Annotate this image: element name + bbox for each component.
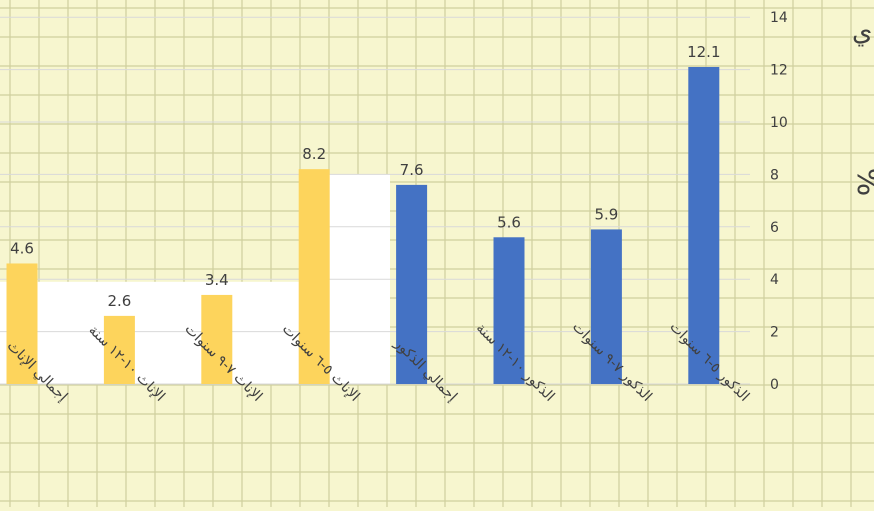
value-labels-group: 4.6 2.6 3.4 8.2 7.6 5.6 5.9 12.1 (10, 43, 720, 310)
y-tick-label: 0 (770, 377, 779, 393)
y-tick-label: 12 (770, 63, 788, 79)
chart-title-fragment: ي: (852, 17, 874, 47)
bar (590, 229, 622, 384)
y-axis-label: % (850, 168, 874, 197)
data-label: 4.6 (10, 239, 34, 257)
data-label: 7.6 (400, 161, 424, 179)
data-label: 8.2 (302, 145, 326, 163)
y-tick-label: 6 (770, 220, 779, 236)
y-tick-label: 14 (770, 10, 788, 26)
bar (201, 294, 233, 384)
bars-group (6, 66, 720, 384)
data-label: 5.6 (497, 213, 521, 231)
y-tick-label: 10 (770, 115, 788, 131)
y-tick-label: 8 (770, 167, 779, 183)
bar (688, 66, 720, 384)
bar (6, 263, 38, 384)
y-tick-label: 4 (770, 272, 779, 288)
plot-band-female (0, 281, 300, 384)
y-axis-ticks: 0 2 4 6 8 10 12 14 (770, 10, 788, 393)
bar (298, 169, 330, 384)
data-label: 3.4 (205, 271, 229, 289)
y-tick-label: 2 (770, 325, 779, 341)
plot-gridlines (0, 16, 750, 385)
data-label: 2.6 (107, 292, 131, 310)
bar (103, 315, 135, 384)
data-label: 12.1 (687, 43, 720, 61)
bar (493, 237, 525, 384)
data-label: 5.9 (594, 205, 618, 223)
bar (396, 184, 428, 384)
